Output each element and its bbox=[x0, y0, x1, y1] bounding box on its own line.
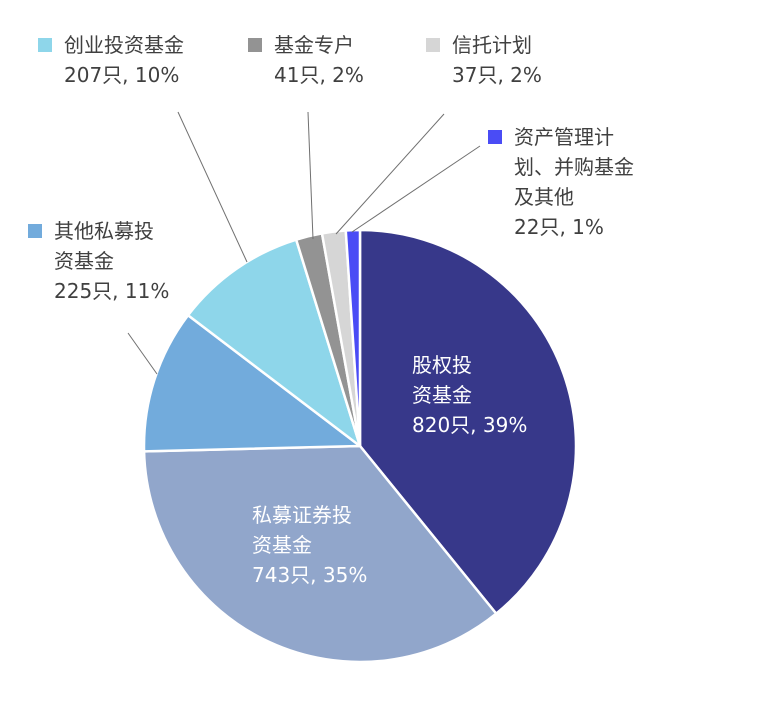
slice-label-4: 基金专户 41只, 2% bbox=[248, 33, 364, 87]
slice-value-label: 41只, 2% bbox=[274, 63, 364, 87]
slice-name-line: 资基金 bbox=[412, 383, 472, 407]
pie-wedges bbox=[142, 228, 578, 664]
slice-name-line: 资基金 bbox=[54, 249, 114, 273]
pie-slice-3 bbox=[186, 238, 362, 448]
legend-swatch-5 bbox=[426, 38, 440, 52]
slice-name-line: 资基金 bbox=[252, 533, 312, 557]
leader-lines bbox=[127, 111, 481, 375]
leader-line-5 bbox=[335, 113, 445, 235]
slice-name-line: 基金专户 bbox=[274, 33, 354, 57]
slice-name-line: 其他私募投 bbox=[54, 219, 154, 243]
pie-slice-1 bbox=[142, 444, 498, 664]
leader-line-4 bbox=[307, 111, 314, 240]
slice-value-label: 22只, 1% bbox=[514, 215, 604, 239]
slice-label-3: 创业投资基金 207只, 10% bbox=[38, 33, 184, 87]
pie-slice-2 bbox=[142, 314, 362, 453]
legend-swatch-6 bbox=[488, 130, 502, 144]
slice-name-line: 信托计划 bbox=[452, 33, 532, 57]
slice-label-5: 信托计划 37只, 2% bbox=[426, 33, 542, 87]
slice-name-line: 股权投 bbox=[412, 353, 472, 377]
slice-name-line: 创业投资基金 bbox=[64, 33, 184, 57]
pie-slice-6 bbox=[344, 228, 362, 448]
slice-value-label: 743只, 35% bbox=[252, 563, 367, 587]
slice-value-label: 820只, 39% bbox=[412, 413, 527, 437]
leader-line-3 bbox=[177, 111, 248, 263]
leader-line-2 bbox=[127, 332, 158, 375]
legend-swatch-2 bbox=[28, 224, 42, 238]
leader-line-6 bbox=[351, 145, 481, 233]
slice-value-label: 37只, 2% bbox=[452, 63, 542, 87]
slice-name-line: 私募证券投 bbox=[252, 503, 352, 527]
legend-swatch-3 bbox=[38, 38, 52, 52]
legend-swatch-4 bbox=[248, 38, 262, 52]
slice-name-line: 及其他 bbox=[514, 185, 574, 209]
slice-value-label: 225只, 11% bbox=[54, 279, 169, 303]
slice-value-label: 207只, 10% bbox=[64, 63, 179, 87]
slice-name-line: 资产管理计 bbox=[514, 125, 614, 149]
slice-name-line: 划、并购基金 bbox=[514, 155, 634, 179]
pie-slice-0 bbox=[358, 228, 578, 615]
